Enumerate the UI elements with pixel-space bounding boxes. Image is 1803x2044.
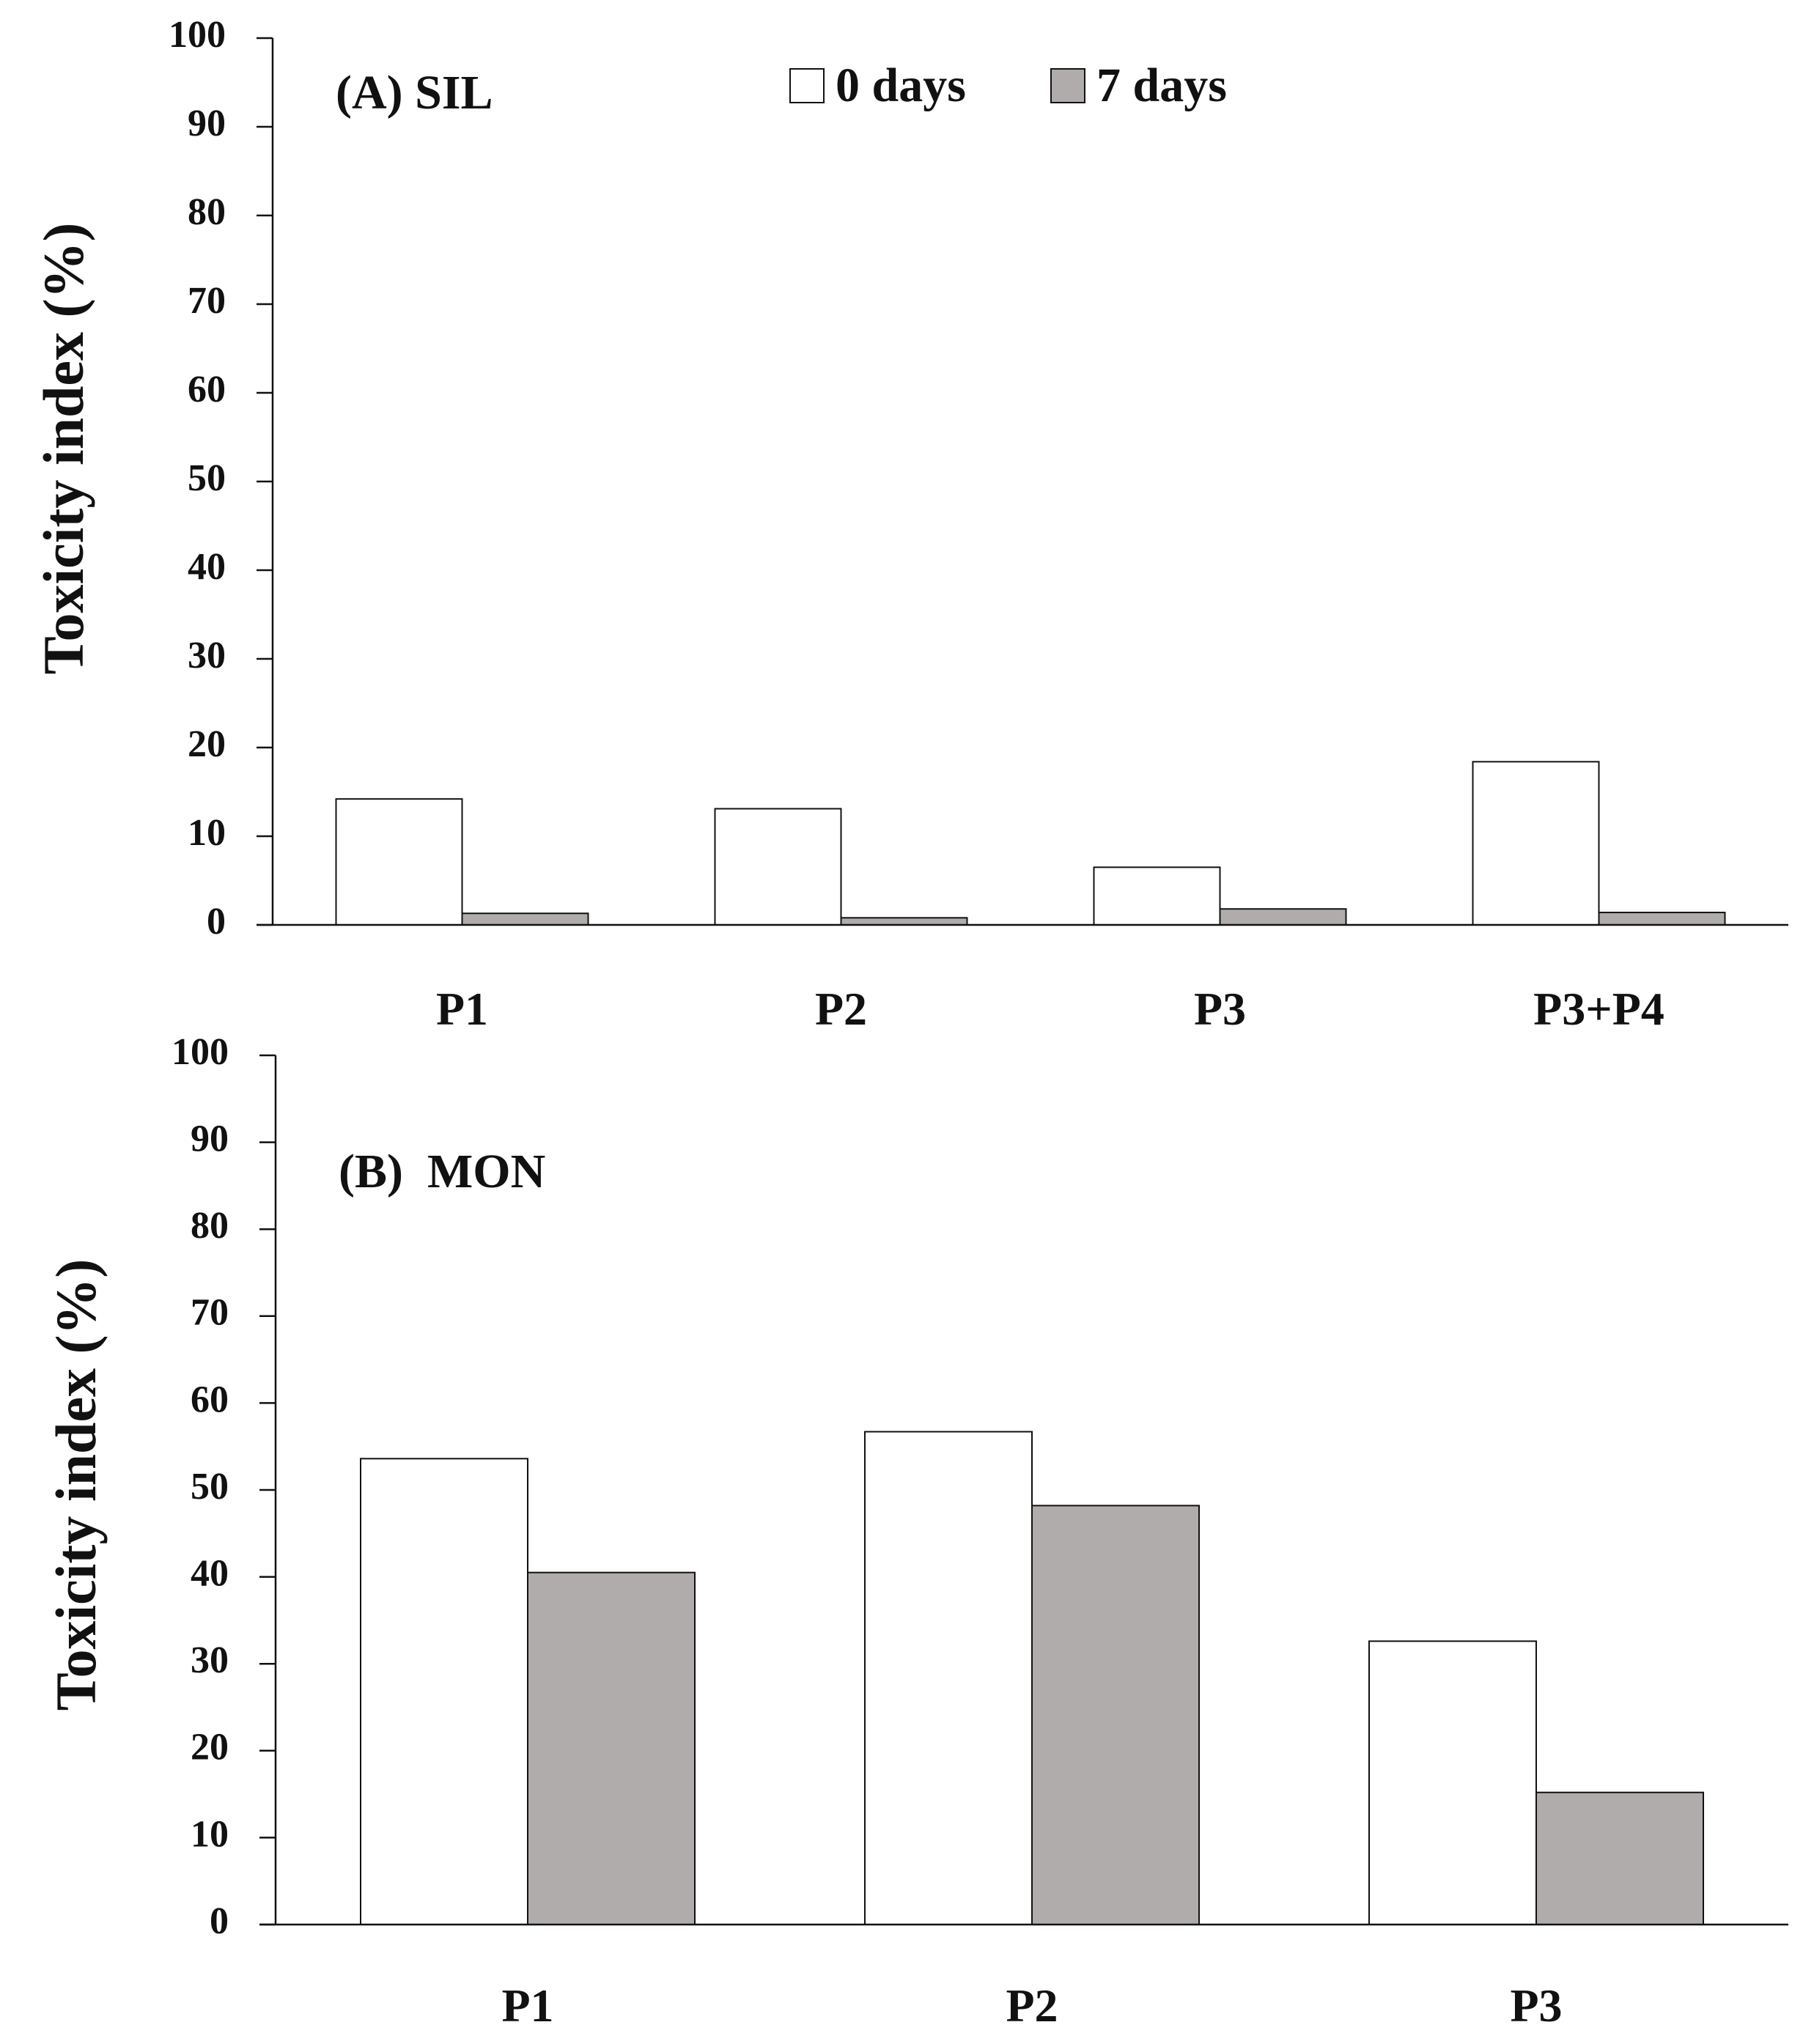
panel-b-mon: 0 10 20 30 40 50 60 70 80 90 100 P1 P2 P3 Toxicity i… <box>44 1031 1788 2032</box>
panel-a-category-labels: P1 P2 P3 P3+P4 <box>436 983 1664 1035</box>
panel-a-y-tick-label-30: 30 <box>188 635 226 676</box>
panel-b-bar-p3-0-days <box>1368 1640 1537 1925</box>
panel-b-y-tick-label-40: 40 <box>191 1553 229 1595</box>
panel-b-category-label-p2: P2 <box>1006 1980 1058 2032</box>
panel-a-y-tick-label-50: 50 <box>188 457 226 499</box>
panel-a-y-axis-label: Toxicity index (%) <box>32 223 95 675</box>
panel-a-title: (A) SIL <box>336 66 493 119</box>
panel-b-y-ticks: 0 10 20 30 40 50 60 70 80 90 100 <box>172 1031 276 1942</box>
panel-a-y-tick-label-100: 100 <box>169 14 226 56</box>
panel-a-y-ticks: 0 10 20 30 40 50 60 70 80 90 100 <box>169 14 273 942</box>
panel-a-bar-p3-7-days <box>1219 908 1347 926</box>
panel-a-bar-p3-p4-7-days <box>1598 912 1726 926</box>
panel-b-bar-p3-7-days <box>1535 1791 1704 1926</box>
panel-a-y-tick-label-80: 80 <box>188 191 226 233</box>
panel-b-y-tick-label-70: 70 <box>191 1292 229 1334</box>
legend-swatch-7-days <box>1050 68 1085 103</box>
legend-swatch-0-days <box>789 68 825 103</box>
panel-a-category-label-p3-p4: P3+P4 <box>1533 983 1664 1035</box>
panel-b-y-tick-label-0: 0 <box>210 1900 229 1942</box>
panel-b-bar-p2-7-days <box>1031 1505 1200 1925</box>
panel-b-y-tick-label-20: 20 <box>191 1727 229 1768</box>
panel-b-bar-p1-7-days <box>527 1571 696 1925</box>
panel-b-y-tick-label-30: 30 <box>191 1639 229 1681</box>
panel-a-y-tick-label-70: 70 <box>188 280 226 322</box>
legend-label-0-days: 0 days <box>836 59 966 112</box>
panel-b-y-tick-label-90: 90 <box>191 1118 229 1160</box>
legend-label-7-days: 7 days <box>1096 59 1227 112</box>
panel-a-category-label-p3: P3 <box>1194 983 1246 1035</box>
panel-a-bar-p2-7-days <box>840 917 968 926</box>
panel-b-category-label-p1: P1 <box>501 1980 553 2032</box>
panel-a-y-tick-label-60: 60 <box>188 369 226 410</box>
panel-b-title: (B) MON <box>339 1145 545 1198</box>
panel-b-y-tick-label-50: 50 <box>191 1466 229 1508</box>
panel-a-bar-p3-0-days <box>1093 866 1221 926</box>
panel-b-category-labels: P1 P2 P3 <box>501 1980 1562 2032</box>
panel-a-y-tick-label-20: 20 <box>188 723 226 765</box>
panel-a-sil: 0 10 20 30 40 50 60 70 80 90 100 P1 P2 P3 P3+P4 Toxic… <box>32 14 1788 1035</box>
panel-a-category-label-p2: P2 <box>815 983 867 1035</box>
panel-a-y-tick-label-90: 90 <box>188 103 226 144</box>
panel-b-category-label-p3: P3 <box>1510 1980 1562 2032</box>
panel-b-y-axis-label: Toxicity index (%) <box>44 1259 108 1711</box>
panel-b-y-tick-label-100: 100 <box>172 1031 229 1073</box>
panel-a-category-label-p1: P1 <box>436 983 488 1035</box>
panel-a-bar-p2-0-days <box>714 808 842 926</box>
panel-a-y-tick-label-40: 40 <box>188 546 226 588</box>
panel-a-y-tick-label-10: 10 <box>188 812 226 854</box>
legend: 0 days 7 days <box>789 59 1227 112</box>
panel-a-bars <box>335 761 1726 926</box>
panel-b-bar-p1-0-days <box>360 1458 528 1925</box>
panel-a-bar-p1-7-days <box>461 912 589 926</box>
panel-b-bar-p2-0-days <box>864 1431 1033 1925</box>
panel-b-y-tick-label-60: 60 <box>191 1379 229 1420</box>
panel-b-bars <box>360 1431 1704 1926</box>
panel-a-bar-p3-p4-0-days <box>1472 761 1600 926</box>
panel-a-bar-p1-0-days <box>335 798 463 926</box>
panel-a-y-tick-label-0: 0 <box>207 901 226 942</box>
panel-b-y-tick-label-10: 10 <box>191 1813 229 1855</box>
panel-b-y-tick-label-80: 80 <box>191 1205 229 1247</box>
